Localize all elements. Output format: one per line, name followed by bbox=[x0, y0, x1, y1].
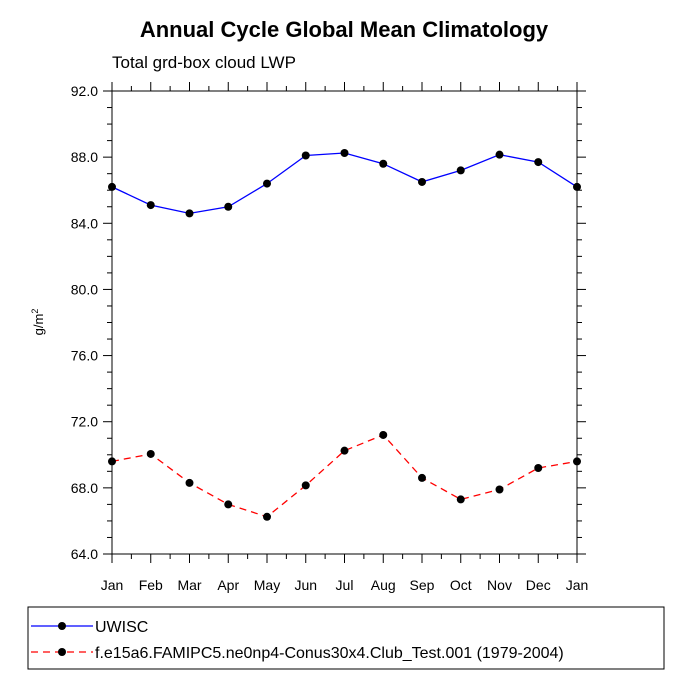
legend-marker-2 bbox=[58, 648, 66, 656]
series-2-point bbox=[495, 485, 504, 494]
series-1-point bbox=[108, 182, 116, 191]
series-1-point bbox=[534, 158, 543, 167]
y-tick-label: 92.0 bbox=[71, 83, 98, 99]
x-tick-label: Apr bbox=[217, 577, 239, 593]
y-tick-label: 64.0 bbox=[71, 546, 98, 562]
x-tick-label: Nov bbox=[487, 577, 512, 593]
x-tick-label: Jan bbox=[101, 577, 124, 593]
chart-subtitle: Total grd-box cloud LWP bbox=[112, 53, 296, 72]
legend-box bbox=[27, 606, 665, 670]
series-2-point bbox=[379, 430, 388, 439]
x-tick-label: May bbox=[254, 577, 280, 593]
legend-label-1: UWISC bbox=[95, 619, 148, 636]
x-tick-label: Jul bbox=[336, 577, 354, 593]
y-axis-label-base: g/m bbox=[31, 314, 46, 336]
series-1-point bbox=[418, 177, 426, 186]
series-1-point bbox=[146, 201, 155, 210]
legend-label-2: f.e15a6.FAMIPC5.ne0np4-Conus30x4.Club_Te… bbox=[95, 645, 564, 662]
y-tick-label: 80.0 bbox=[71, 281, 98, 297]
x-tick-label: Jan bbox=[566, 577, 589, 593]
series-2-point bbox=[534, 464, 543, 473]
x-tick-label: Jun bbox=[294, 577, 317, 593]
y-axis-label-superscript: 2 bbox=[30, 309, 40, 314]
series-1-point bbox=[456, 166, 465, 175]
y-tick-label: 84.0 bbox=[71, 215, 98, 231]
chart-title: Annual Cycle Global Mean Climatology bbox=[140, 17, 549, 42]
series-1-point bbox=[495, 150, 504, 159]
legend-marker-1 bbox=[58, 622, 66, 630]
series-1-point bbox=[185, 209, 194, 218]
series-2-point bbox=[340, 446, 349, 455]
series-1-point bbox=[263, 179, 271, 188]
x-tick-label: Mar bbox=[177, 577, 201, 593]
y-axis-label: g/m2 bbox=[30, 309, 46, 336]
y-tick-label: 68.0 bbox=[71, 480, 98, 496]
x-tick-label: Oct bbox=[450, 577, 472, 593]
y-tick-label: 72.0 bbox=[71, 414, 98, 430]
series-2-point bbox=[224, 500, 233, 509]
series-2-point bbox=[456, 495, 465, 504]
y-tick-label: 88.0 bbox=[71, 149, 98, 165]
series-2-point bbox=[418, 473, 426, 482]
series-1-point bbox=[224, 202, 233, 211]
x-tick-label: Aug bbox=[371, 577, 396, 593]
series-2-point bbox=[146, 449, 155, 458]
series-1-point bbox=[301, 151, 310, 160]
series-1-point bbox=[573, 182, 581, 191]
y-tick-label: 76.0 bbox=[71, 348, 98, 364]
series-2-point bbox=[185, 478, 194, 487]
x-tick-label: Sep bbox=[410, 577, 435, 593]
x-tick-label: Feb bbox=[139, 577, 163, 593]
series-2-point bbox=[263, 512, 271, 521]
series-2-point bbox=[301, 481, 310, 490]
series-1-point bbox=[379, 159, 388, 168]
series-2-point bbox=[108, 457, 116, 466]
x-tick-label: Dec bbox=[526, 577, 551, 593]
plot-frame bbox=[111, 90, 578, 555]
series-1-point bbox=[340, 149, 349, 158]
series-line-1 bbox=[111, 152, 578, 215]
series-2-point bbox=[573, 457, 581, 466]
